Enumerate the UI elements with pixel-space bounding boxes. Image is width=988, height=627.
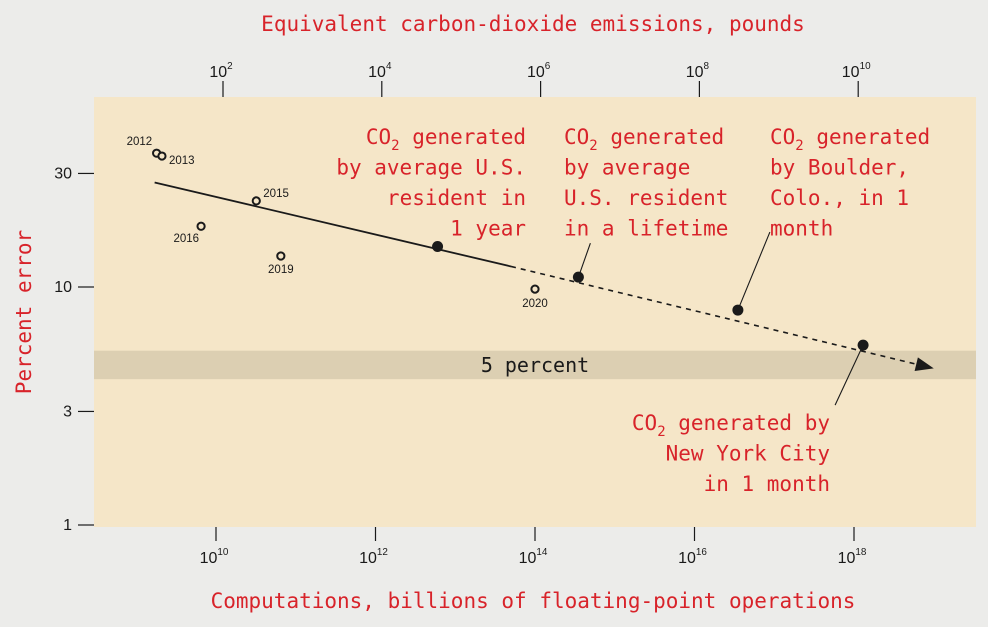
y-axis-tick-label: 10 <box>54 279 72 296</box>
projection-label-line: by average <box>564 156 690 180</box>
x-axis-tick-label-exponent: 16 <box>696 547 708 558</box>
projection-label-subscript: 2 <box>589 138 597 154</box>
projection-label-line: CO2 generated <box>564 125 724 154</box>
observed-point-label: 2019 <box>268 264 294 276</box>
observed-point-2020 <box>530 284 540 294</box>
top-axis-tick-label: 106 <box>527 61 551 81</box>
x-axis-tick-label-exponent: 14 <box>536 547 548 558</box>
trend-line-dashed <box>510 265 923 367</box>
projection-leader-line <box>737 231 771 311</box>
observed-point-2016 <box>196 221 206 231</box>
projection-label-rest: generated <box>400 125 526 149</box>
projection-label-line: Colo., in 1 <box>770 186 909 210</box>
plot-area <box>94 97 976 527</box>
top-axis-tick-label-exponent: 10 <box>860 61 872 72</box>
five-percent-band <box>94 350 976 380</box>
observed-point-2015 <box>251 196 261 206</box>
projection-label-co: CO <box>632 411 657 435</box>
projection-label-line: by average U.S. <box>336 156 526 180</box>
projection-label-subscript: 2 <box>657 424 665 440</box>
projection-label-line: resident in <box>387 186 526 210</box>
projection-label-rest: generated <box>804 125 930 149</box>
x-axis-tick-label: 1012 <box>359 547 388 567</box>
x-axis-title: Computations, billions of floating-point… <box>211 589 856 613</box>
projection-label-line: in 1 month <box>704 472 830 496</box>
top-axis-tick-label: 108 <box>686 61 710 81</box>
trend-arrowhead <box>914 357 934 371</box>
y-axis-tick-label: 1 <box>63 517 72 534</box>
projection-label-line: in a lifetime <box>564 217 728 241</box>
top-axis-tick-label: 104 <box>368 61 392 81</box>
x-axis-tick-label-base: 10 <box>519 550 537 567</box>
projection-label-co: CO <box>564 125 589 149</box>
projection-label-line: U.S. resident <box>564 186 728 210</box>
projection-label-subscript: 2 <box>795 138 803 154</box>
x-axis-tick-label-exponent: 12 <box>377 547 389 558</box>
projection-label-rest: generated <box>598 125 724 149</box>
trend-line <box>154 181 934 371</box>
projection-point <box>572 271 584 283</box>
top-axis-tick-label-base: 10 <box>527 64 545 81</box>
x-axis-tick-label-base: 10 <box>678 550 696 567</box>
x-axis-tick-label-base: 10 <box>838 550 856 567</box>
projection-label-line: CO2 generated by <box>632 411 830 440</box>
projection-label-line: 1 year <box>450 217 526 241</box>
projection-label-subscript: 2 <box>391 138 399 154</box>
top-axis-title: Equivalent carbon-dioxide emissions, pou… <box>261 12 805 36</box>
projection-point <box>432 240 444 252</box>
y-axis-tick-label: 30 <box>54 165 72 182</box>
observed-point-label: 2012 <box>127 136 153 148</box>
y-axis-tick-label: 3 <box>63 403 72 420</box>
band-label: 5 percent <box>481 353 589 377</box>
projection-label-line: CO2 generated <box>366 125 526 154</box>
observed-point-2013 <box>157 151 167 161</box>
top-axis-tick-label-exponent: 2 <box>227 61 233 72</box>
observed-point-label: 2016 <box>173 233 199 245</box>
observed-point-label: 2013 <box>169 155 195 167</box>
x-axis-tick-label-exponent: 10 <box>217 547 229 558</box>
projection-label-co: CO <box>770 125 795 149</box>
projection-label-line: New York City <box>666 442 830 466</box>
top-axis-tick-label-exponent: 8 <box>704 61 710 72</box>
projection-label-line: by Boulder, <box>770 156 909 180</box>
projection-label-co: CO <box>366 125 391 149</box>
projection-leader-line <box>577 242 591 278</box>
top-axis-tick-label: 1010 <box>842 61 871 81</box>
x-axis-tick-label: 1014 <box>519 547 548 567</box>
projection-label-line: CO2 generated <box>770 125 930 154</box>
top-axis-tick-label-base: 10 <box>209 64 227 81</box>
observed-point-label: 2015 <box>263 188 289 200</box>
x-axis-tick-label: 1016 <box>678 547 707 567</box>
top-axis-tick-label-base: 10 <box>842 64 860 81</box>
projection-point <box>857 339 869 351</box>
projection-leader-line <box>834 344 864 406</box>
top-axis-tick-label: 102 <box>209 61 233 81</box>
observed-points: 2012 2013 2015 2016 2019 2020 <box>127 136 548 310</box>
projection-label-rest: generated by <box>666 411 830 435</box>
y-axis-title: Percent error <box>12 230 36 394</box>
trend-line-solid <box>154 181 512 268</box>
top-axis-tick-label-exponent: 4 <box>386 61 392 72</box>
top-axis-tick-label-base: 10 <box>368 64 386 81</box>
observed-point-2019 <box>276 251 286 261</box>
projection-label-line: month <box>770 217 833 241</box>
top-axis-tick-label-exponent: 6 <box>545 61 551 72</box>
x-axis-tick-label-base: 10 <box>359 550 377 567</box>
top-axis-tick-label-base: 10 <box>686 64 704 81</box>
projection-point <box>732 304 744 316</box>
observed-point-label: 2020 <box>522 298 548 310</box>
x-axis-tick-label-base: 10 <box>200 550 218 567</box>
x-axis-tick-label: 1018 <box>838 547 867 567</box>
x-axis-tick-label-exponent: 18 <box>855 547 867 558</box>
x-axis-tick-label: 1010 <box>200 547 229 567</box>
